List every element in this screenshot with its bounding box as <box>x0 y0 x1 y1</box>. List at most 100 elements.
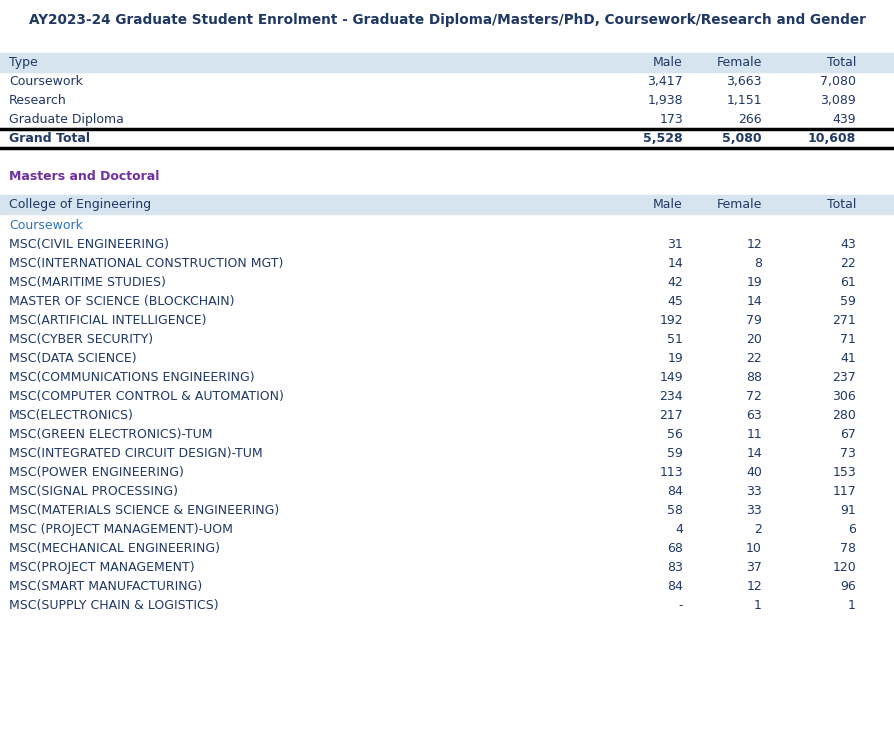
Text: 153: 153 <box>831 466 855 479</box>
Text: Masters and Doctoral: Masters and Doctoral <box>9 170 159 184</box>
Text: 237: 237 <box>831 371 855 384</box>
Text: MSC(ARTIFICIAL INTELLIGENCE): MSC(ARTIFICIAL INTELLIGENCE) <box>9 314 207 327</box>
Text: 56: 56 <box>666 428 682 441</box>
Text: 42: 42 <box>667 276 682 289</box>
Text: 14: 14 <box>667 257 682 270</box>
Text: Type: Type <box>9 56 38 69</box>
Text: 2: 2 <box>754 523 761 536</box>
Text: 173: 173 <box>659 113 682 126</box>
Text: 45: 45 <box>666 295 682 308</box>
Text: 78: 78 <box>839 542 855 555</box>
Text: 43: 43 <box>839 238 855 251</box>
Text: MSC(GREEN ELECTRONICS)-TUM: MSC(GREEN ELECTRONICS)-TUM <box>9 428 212 441</box>
Text: 71: 71 <box>839 333 855 346</box>
Text: 58: 58 <box>666 504 682 517</box>
Text: MSC(MARITIME STUDIES): MSC(MARITIME STUDIES) <box>9 276 165 289</box>
Text: MSC(SMART MANUFACTURING): MSC(SMART MANUFACTURING) <box>9 580 202 593</box>
Text: 33: 33 <box>746 485 761 498</box>
Text: 3,663: 3,663 <box>726 75 761 88</box>
Text: 19: 19 <box>667 352 682 365</box>
Text: 5,080: 5,080 <box>721 132 761 145</box>
Text: 234: 234 <box>659 390 682 403</box>
Text: 120: 120 <box>831 561 855 574</box>
Text: Total: Total <box>826 56 855 69</box>
Text: MASTER OF SCIENCE (BLOCKCHAIN): MASTER OF SCIENCE (BLOCKCHAIN) <box>9 295 234 308</box>
Text: Graduate Diploma: Graduate Diploma <box>9 113 123 126</box>
Text: 149: 149 <box>659 371 682 384</box>
Text: Coursework: Coursework <box>9 219 83 232</box>
Text: 91: 91 <box>839 504 855 517</box>
Text: 192: 192 <box>659 314 682 327</box>
Text: 1: 1 <box>754 599 761 612</box>
Text: College of Engineering: College of Engineering <box>9 198 151 211</box>
Text: MSC(COMPUTER CONTROL & AUTOMATION): MSC(COMPUTER CONTROL & AUTOMATION) <box>9 390 283 403</box>
Text: 14: 14 <box>746 295 761 308</box>
Text: 88: 88 <box>746 371 761 384</box>
Text: 68: 68 <box>666 542 682 555</box>
Text: 59: 59 <box>666 447 682 460</box>
Text: MSC(INTERNATIONAL CONSTRUCTION MGT): MSC(INTERNATIONAL CONSTRUCTION MGT) <box>9 257 283 270</box>
Text: 12: 12 <box>746 580 761 593</box>
Text: MSC(POWER ENGINEERING): MSC(POWER ENGINEERING) <box>9 466 183 479</box>
Text: MSC(SUPPLY CHAIN & LOGISTICS): MSC(SUPPLY CHAIN & LOGISTICS) <box>9 599 218 612</box>
Text: 20: 20 <box>746 333 761 346</box>
Text: Male: Male <box>653 56 682 69</box>
Text: MSC(PROJECT MANAGEMENT): MSC(PROJECT MANAGEMENT) <box>9 561 194 574</box>
Text: 1,938: 1,938 <box>646 94 682 107</box>
Text: 40: 40 <box>746 466 761 479</box>
Text: AY2023-24 Graduate Student Enrolment - Graduate Diploma/Masters/PhD, Coursework/: AY2023-24 Graduate Student Enrolment - G… <box>29 13 865 27</box>
Text: 96: 96 <box>839 580 855 593</box>
Text: 14: 14 <box>746 447 761 460</box>
Text: 67: 67 <box>839 428 855 441</box>
Text: 439: 439 <box>831 113 855 126</box>
Text: 271: 271 <box>831 314 855 327</box>
Text: Female: Female <box>716 198 761 211</box>
Text: MSC(INTEGRATED CIRCUIT DESIGN)-TUM: MSC(INTEGRATED CIRCUIT DESIGN)-TUM <box>9 447 262 460</box>
Text: 22: 22 <box>839 257 855 270</box>
Text: MSC(SIGNAL PROCESSING): MSC(SIGNAL PROCESSING) <box>9 485 178 498</box>
Text: Male: Male <box>653 198 682 211</box>
Text: 5,528: 5,528 <box>643 132 682 145</box>
Text: 12: 12 <box>746 238 761 251</box>
Text: -: - <box>678 599 682 612</box>
Bar <box>0 195 894 214</box>
Text: 280: 280 <box>831 409 855 422</box>
Text: 7,080: 7,080 <box>819 75 855 88</box>
Text: 1,151: 1,151 <box>726 94 761 107</box>
Text: 83: 83 <box>666 561 682 574</box>
Text: 306: 306 <box>831 390 855 403</box>
Text: 41: 41 <box>839 352 855 365</box>
Text: 84: 84 <box>666 485 682 498</box>
Text: 59: 59 <box>839 295 855 308</box>
Text: MSC(ELECTRONICS): MSC(ELECTRONICS) <box>9 409 134 422</box>
Text: Coursework: Coursework <box>9 75 83 88</box>
Text: 19: 19 <box>746 276 761 289</box>
Text: 3,089: 3,089 <box>819 94 855 107</box>
Text: 37: 37 <box>746 561 761 574</box>
Text: 10: 10 <box>746 542 761 555</box>
Text: Grand Total: Grand Total <box>9 132 90 145</box>
Text: 266: 266 <box>738 113 761 126</box>
Text: MSC(CIVIL ENGINEERING): MSC(CIVIL ENGINEERING) <box>9 238 169 251</box>
Text: Research: Research <box>9 94 67 107</box>
Bar <box>0 53 894 72</box>
Text: MSC(MATERIALS SCIENCE & ENGINEERING): MSC(MATERIALS SCIENCE & ENGINEERING) <box>9 504 279 517</box>
Text: 31: 31 <box>667 238 682 251</box>
Text: 1: 1 <box>848 599 855 612</box>
Text: 22: 22 <box>746 352 761 365</box>
Text: MSC(DATA SCIENCE): MSC(DATA SCIENCE) <box>9 352 137 365</box>
Text: Female: Female <box>716 56 761 69</box>
Text: Total: Total <box>826 198 855 211</box>
Text: 11: 11 <box>746 428 761 441</box>
Text: 117: 117 <box>831 485 855 498</box>
Text: 79: 79 <box>746 314 761 327</box>
Text: 3,417: 3,417 <box>646 75 682 88</box>
Text: 10,608: 10,608 <box>807 132 855 145</box>
Text: MSC(CYBER SECURITY): MSC(CYBER SECURITY) <box>9 333 153 346</box>
Text: 72: 72 <box>746 390 761 403</box>
Text: 61: 61 <box>839 276 855 289</box>
Text: MSC(COMMUNICATIONS ENGINEERING): MSC(COMMUNICATIONS ENGINEERING) <box>9 371 254 384</box>
Text: 51: 51 <box>666 333 682 346</box>
Text: 113: 113 <box>659 466 682 479</box>
Text: 6: 6 <box>848 523 855 536</box>
